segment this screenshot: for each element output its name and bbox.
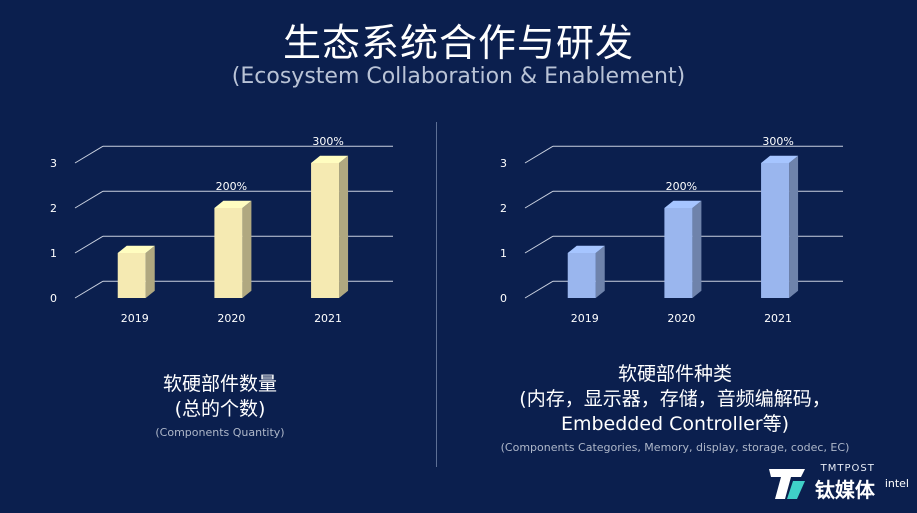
slide-title: 生态系统合作与研发 bbox=[282, 21, 634, 65]
bar-side bbox=[339, 155, 349, 298]
tmtpost-logo: TMTPOST 钛媒体 intel bbox=[765, 461, 909, 505]
bar-side bbox=[242, 200, 252, 298]
x-tick-label: 2020 bbox=[667, 312, 695, 325]
bar-top bbox=[117, 245, 155, 253]
bar bbox=[214, 208, 243, 298]
gridline-slant bbox=[524, 235, 554, 254]
caption-line: 软硬部件数量 bbox=[162, 373, 277, 395]
x-tick-label: 2020 bbox=[217, 312, 245, 325]
data-label: 300% bbox=[762, 135, 793, 148]
bar-side bbox=[789, 155, 799, 298]
y-tick-label: 3 bbox=[50, 157, 57, 170]
panel-divider bbox=[436, 122, 437, 467]
y-tick-label: 2 bbox=[500, 202, 507, 215]
bar-side bbox=[595, 245, 605, 298]
caption-line: 软硬部件种类 bbox=[617, 363, 732, 385]
intel-logo: intel bbox=[884, 476, 909, 490]
tmtpost-logo-icon bbox=[768, 469, 805, 499]
y-tick-label: 3 bbox=[500, 157, 507, 170]
categories-bar-chart: 0 1 2 3 2019 2020 200% 2021 300% bbox=[480, 130, 900, 330]
bar bbox=[761, 163, 790, 298]
y-tick-label: 1 bbox=[500, 247, 507, 260]
bar-top bbox=[761, 155, 799, 163]
x-tick-label: 2019 bbox=[571, 312, 599, 325]
caption-english: (Components Categories, Memory, display,… bbox=[500, 441, 850, 454]
bar bbox=[117, 253, 146, 298]
bar-side bbox=[145, 245, 155, 298]
quantity-caption: 软硬部件数量 (总的个数) (Components Quantity) bbox=[60, 372, 380, 439]
bar-side bbox=[692, 200, 702, 298]
slide-subtitle: (Ecosystem Collaboration & Enablement) bbox=[231, 64, 686, 89]
bar bbox=[664, 208, 693, 298]
bar bbox=[311, 163, 340, 298]
gridline-slant bbox=[74, 145, 104, 164]
gridline-slant bbox=[74, 190, 104, 209]
y-tick-label: 0 bbox=[50, 292, 57, 305]
gridline-slant bbox=[524, 280, 554, 299]
data-label: 200% bbox=[216, 180, 247, 193]
gridline-slant bbox=[74, 280, 104, 299]
quantity-bar-chart: 0 1 2 3 2019 2020 200% 2021 300% bbox=[30, 130, 450, 330]
x-tick-label: 2021 bbox=[314, 312, 342, 325]
gridline-slant bbox=[74, 235, 104, 254]
caption-line: (总的个数) bbox=[174, 398, 266, 420]
gridline-slant bbox=[524, 145, 554, 164]
categories-caption: 软硬部件种类 (内存，显示器，存储，音频编解码， Embedded Contro… bbox=[440, 362, 910, 454]
bar-top bbox=[567, 245, 605, 253]
logo-chinese: 钛媒体 bbox=[814, 478, 875, 502]
x-tick-label: 2021 bbox=[764, 312, 792, 325]
x-tick-label: 2019 bbox=[121, 312, 149, 325]
y-tick-label: 1 bbox=[50, 247, 57, 260]
data-label: 300% bbox=[312, 135, 343, 148]
caption-line: (内存，显示器，存储，音频编解码， bbox=[519, 388, 831, 410]
y-tick-label: 2 bbox=[50, 202, 57, 215]
logo-english: TMTPOST bbox=[820, 463, 875, 474]
gridline-slant bbox=[524, 190, 554, 209]
caption-english: (Components Quantity) bbox=[155, 426, 285, 439]
bar bbox=[567, 253, 596, 298]
bar-top bbox=[214, 200, 252, 208]
data-label: 200% bbox=[666, 180, 697, 193]
bar-top bbox=[664, 200, 702, 208]
bar-top bbox=[311, 155, 349, 163]
y-tick-label: 0 bbox=[500, 292, 507, 305]
caption-line: Embedded Controller等) bbox=[560, 413, 790, 435]
